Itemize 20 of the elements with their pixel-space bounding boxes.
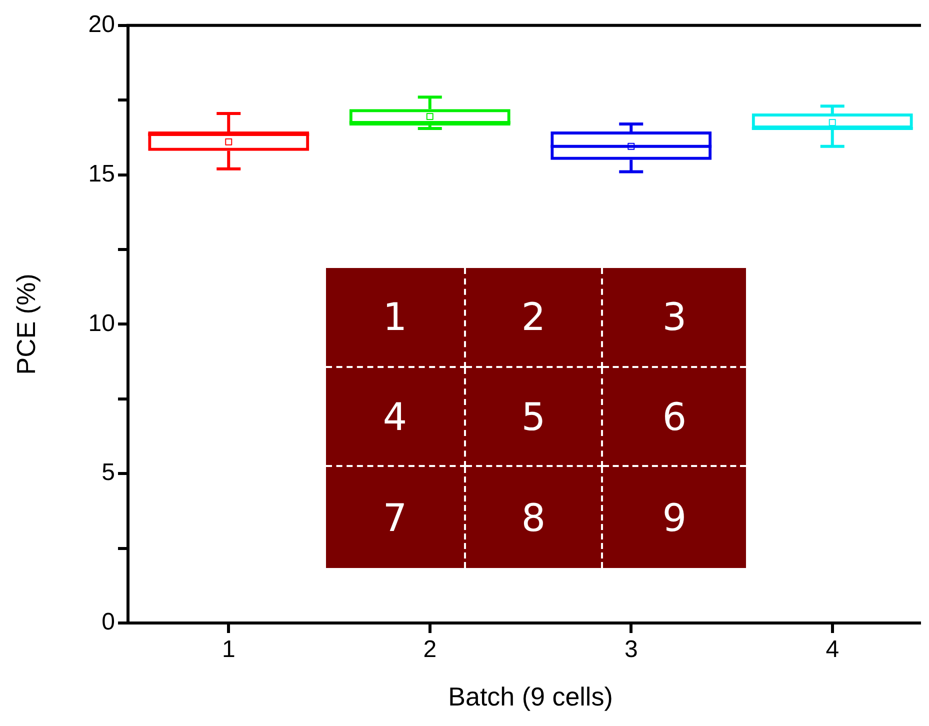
y-axis-title: PCE (%) — [10, 274, 41, 375]
x-tick-label: 1 — [222, 636, 236, 664]
x-tick-label: 2 — [423, 636, 437, 664]
annotation: 6 — [603, 368, 746, 467]
y-tick-label: 5 — [102, 459, 115, 486]
annotation: 3 — [603, 268, 746, 368]
annotation: 9 — [661, 494, 688, 542]
annotation: 1 — [326, 268, 466, 368]
y-tick-label: 10 — [88, 310, 115, 337]
annotation: 7 — [326, 467, 466, 568]
annotation: 2 — [466, 268, 603, 368]
y-tick-label: 20 — [88, 11, 115, 38]
y-tick-label: 15 — [88, 160, 115, 188]
x-tick-label: 4 — [826, 636, 840, 664]
annotation: 5 — [466, 368, 603, 467]
y-tick-label: 0 — [102, 608, 115, 636]
x-axis-title: Batch (9 cells) — [448, 682, 613, 712]
annotation: 8 — [466, 467, 603, 568]
x-tick-label: 3 — [624, 636, 638, 664]
annotation: 4 — [326, 368, 466, 467]
